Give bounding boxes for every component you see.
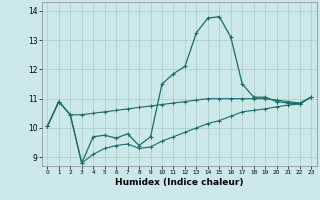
X-axis label: Humidex (Indice chaleur): Humidex (Indice chaleur) [115, 178, 244, 187]
